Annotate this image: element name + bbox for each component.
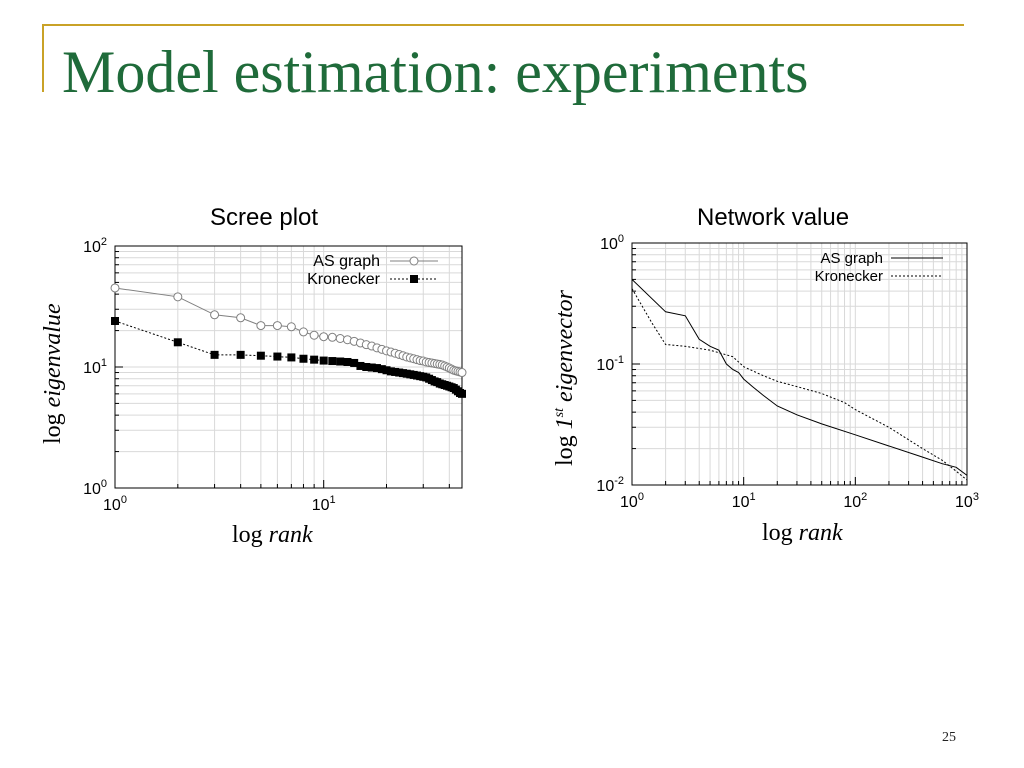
scree-legend-kronecker-marker xyxy=(410,275,418,283)
scree-series-kronecker-point xyxy=(362,363,371,371)
nv-plot-frame xyxy=(631,242,968,486)
nv-y-tick-label: 10-1 xyxy=(596,354,624,374)
network-value-xlabel: log rank xyxy=(762,520,843,547)
slide-frame-top-border xyxy=(42,24,964,26)
nv-y-tick-label: 100 xyxy=(600,233,624,253)
scree-ylabel-prefix: log xyxy=(40,413,66,444)
page-number: 25 xyxy=(942,730,956,745)
scree-series-kronecker-point xyxy=(210,350,219,359)
scree-series-kronecker-point xyxy=(367,363,376,372)
nv-xlabel-var: rank xyxy=(798,520,843,546)
scree-series-kronecker-point xyxy=(343,357,352,366)
scree-series-kronecker-point xyxy=(458,389,466,398)
scree-series-as-graph-point xyxy=(286,322,296,332)
scree-series-kronecker-point xyxy=(256,351,265,360)
scree-series-kronecker-point xyxy=(382,366,391,375)
scree-series-kronecker-point xyxy=(377,365,386,374)
scree-series-kronecker-point xyxy=(328,357,337,366)
scree-legend-as-graph-marker xyxy=(409,256,419,266)
scree-series-kronecker-point xyxy=(386,367,395,376)
network-value-title: Network value xyxy=(697,204,850,231)
scree-series-kronecker-point xyxy=(336,357,345,366)
scree-series-kronecker-point xyxy=(236,350,245,359)
scree-series-kronecker-point xyxy=(350,358,359,367)
scree-y-tick-label: 101 xyxy=(83,357,107,377)
scree-y-tick-label: 100 xyxy=(83,478,107,498)
nv-ylabel-number: 1 xyxy=(552,417,578,430)
nv-x-tick-label: 100 xyxy=(620,491,644,511)
scree-y-tick-label: 102 xyxy=(83,236,107,256)
scree-series-as-graph-point xyxy=(309,330,319,340)
nv-series-as-graph-line xyxy=(631,279,968,476)
scree-series-as-graph-point xyxy=(236,313,246,323)
scree-series-kronecker-point xyxy=(391,367,400,376)
nv-xlabel-prefix: log xyxy=(762,520,793,546)
nv-ylabel-prefix: log xyxy=(552,435,578,466)
scree-series-as-graph-point xyxy=(335,334,345,344)
network-value-ylabel: log 1st eigenvector xyxy=(552,290,579,466)
scree-ylabel-var: eigenvalue xyxy=(40,303,66,408)
scree-series-kronecker-point xyxy=(356,361,365,370)
scree-series-as-graph-point xyxy=(457,368,467,378)
slide-title: Model estimation: experiments xyxy=(62,39,809,105)
nv-x-tick-label: 101 xyxy=(732,491,756,511)
nv-x-tick-label: 103 xyxy=(955,491,979,511)
scree-series-as-graph-point xyxy=(110,283,120,293)
scree-series-as-graph-point xyxy=(298,327,308,337)
scree-series-as-graph-point xyxy=(173,292,183,302)
scree-series-kronecker-point xyxy=(299,354,308,363)
scree-series-kronecker-point xyxy=(287,353,296,362)
scree-series-as-graph-point xyxy=(210,310,220,320)
scree-legend-kronecker-label: Kronecker xyxy=(307,271,381,288)
scree-series-kronecker-point xyxy=(111,316,119,325)
scree-plot-ylabel: log eigenvalue xyxy=(40,303,67,444)
scree-series-kronecker-point xyxy=(273,352,282,361)
scree-plot-frame xyxy=(114,245,463,489)
slide-frame-left-border xyxy=(42,24,44,92)
scree-xlabel-prefix: log xyxy=(232,522,263,548)
scree-series-kronecker-point xyxy=(372,364,381,373)
nv-y-tick-label: 10-2 xyxy=(596,475,624,495)
scree-x-tick-label: 101 xyxy=(312,494,336,514)
scree-xlabel-var: rank xyxy=(268,522,313,548)
nv-legend-as-graph-label: AS graph xyxy=(820,250,883,267)
scree-series-as-graph-point xyxy=(272,321,282,331)
nv-legend-kronecker-label: Kronecker xyxy=(815,268,883,285)
scree-plot-title: Scree plot xyxy=(210,204,319,231)
scree-series-as-graph-point xyxy=(319,332,329,342)
scree-legend-as-graph-label: AS graph xyxy=(313,253,380,270)
scree-series-as-graph-point xyxy=(256,321,266,331)
scree-series-as-graph-point xyxy=(327,332,337,342)
nv-ylabel-var: eigenvector xyxy=(552,290,578,402)
scree-x-tick-label: 100 xyxy=(103,494,127,514)
scree-series-kronecker-point xyxy=(310,355,319,364)
nv-series-kronecker-line xyxy=(631,288,968,481)
nv-ylabel-superscript: st xyxy=(552,407,567,418)
scree-series-kronecker-point xyxy=(173,338,182,347)
scree-series-kronecker-point xyxy=(319,356,328,365)
scree-plot-xlabel: log rank xyxy=(232,522,313,549)
nv-x-tick-label: 102 xyxy=(843,491,867,511)
